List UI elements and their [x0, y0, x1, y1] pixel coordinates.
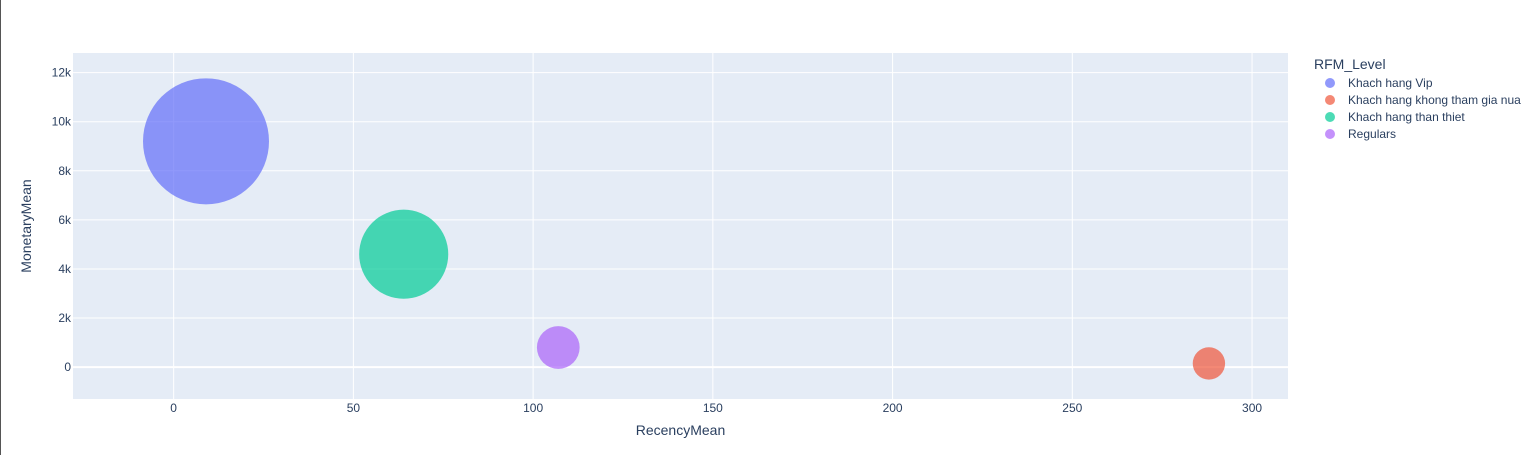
- window-left-border: [0, 0, 1, 455]
- gridlines: [73, 53, 1288, 399]
- bubble-khach-hang-vip[interactable]: [143, 78, 270, 205]
- bubble-regulars[interactable]: [536, 326, 580, 369]
- legend-label: Khach hang Vip: [1348, 76, 1433, 90]
- legend[interactable]: RFM_Level Khach hang Vip Khach hang khong…: [1314, 56, 1521, 141]
- legend-marker: [1325, 129, 1335, 139]
- x-tick-label: 200: [883, 401, 903, 415]
- legend-item[interactable]: Khach hang than thiet: [1325, 110, 1465, 124]
- y-tick-label: 12k: [52, 66, 72, 80]
- bubbles[interactable]: [143, 78, 1226, 380]
- legend-label: Khach hang than thiet: [1348, 110, 1465, 124]
- legend-label: Khach hang khong tham gia nua: [1348, 93, 1521, 107]
- x-tick-label: 100: [523, 401, 543, 415]
- legend-label: Regulars: [1348, 127, 1396, 141]
- x-tick-label: 150: [703, 401, 723, 415]
- legend-marker: [1325, 112, 1335, 122]
- y-tick-label: 0: [64, 360, 71, 374]
- y-axis-title: MonetaryMean: [18, 179, 34, 272]
- y-tick-label: 8k: [58, 164, 72, 178]
- y-tick-label: 6k: [58, 213, 72, 227]
- x-tick-label: 300: [1242, 401, 1262, 415]
- axis-ticks: 0 50 100 150 200 250 300 0 2k 4k 6k 8k 10k 12k: [52, 66, 1263, 415]
- bubble-khach-hang-khong-tham-gia-nua[interactable]: [1192, 347, 1226, 380]
- legend-item[interactable]: Khach hang khong tham gia nua: [1325, 93, 1521, 107]
- y-tick-label: 4k: [58, 262, 72, 276]
- legend-item[interactable]: Khach hang Vip: [1325, 76, 1433, 90]
- x-axis-title: RecencyMean: [636, 422, 726, 438]
- legend-marker: [1325, 95, 1335, 105]
- bubble-khach-hang-than-thiet[interactable]: [359, 209, 449, 299]
- legend-marker: [1325, 78, 1335, 88]
- legend-title: RFM_Level: [1314, 56, 1386, 72]
- plot-area: [73, 53, 1288, 399]
- legend-item[interactable]: Regulars: [1325, 127, 1396, 141]
- x-tick-label: 250: [1062, 401, 1082, 415]
- x-tick-label: 50: [347, 401, 361, 415]
- y-tick-label: 10k: [52, 115, 72, 129]
- x-tick-label: 0: [170, 401, 177, 415]
- y-tick-label: 2k: [58, 311, 72, 325]
